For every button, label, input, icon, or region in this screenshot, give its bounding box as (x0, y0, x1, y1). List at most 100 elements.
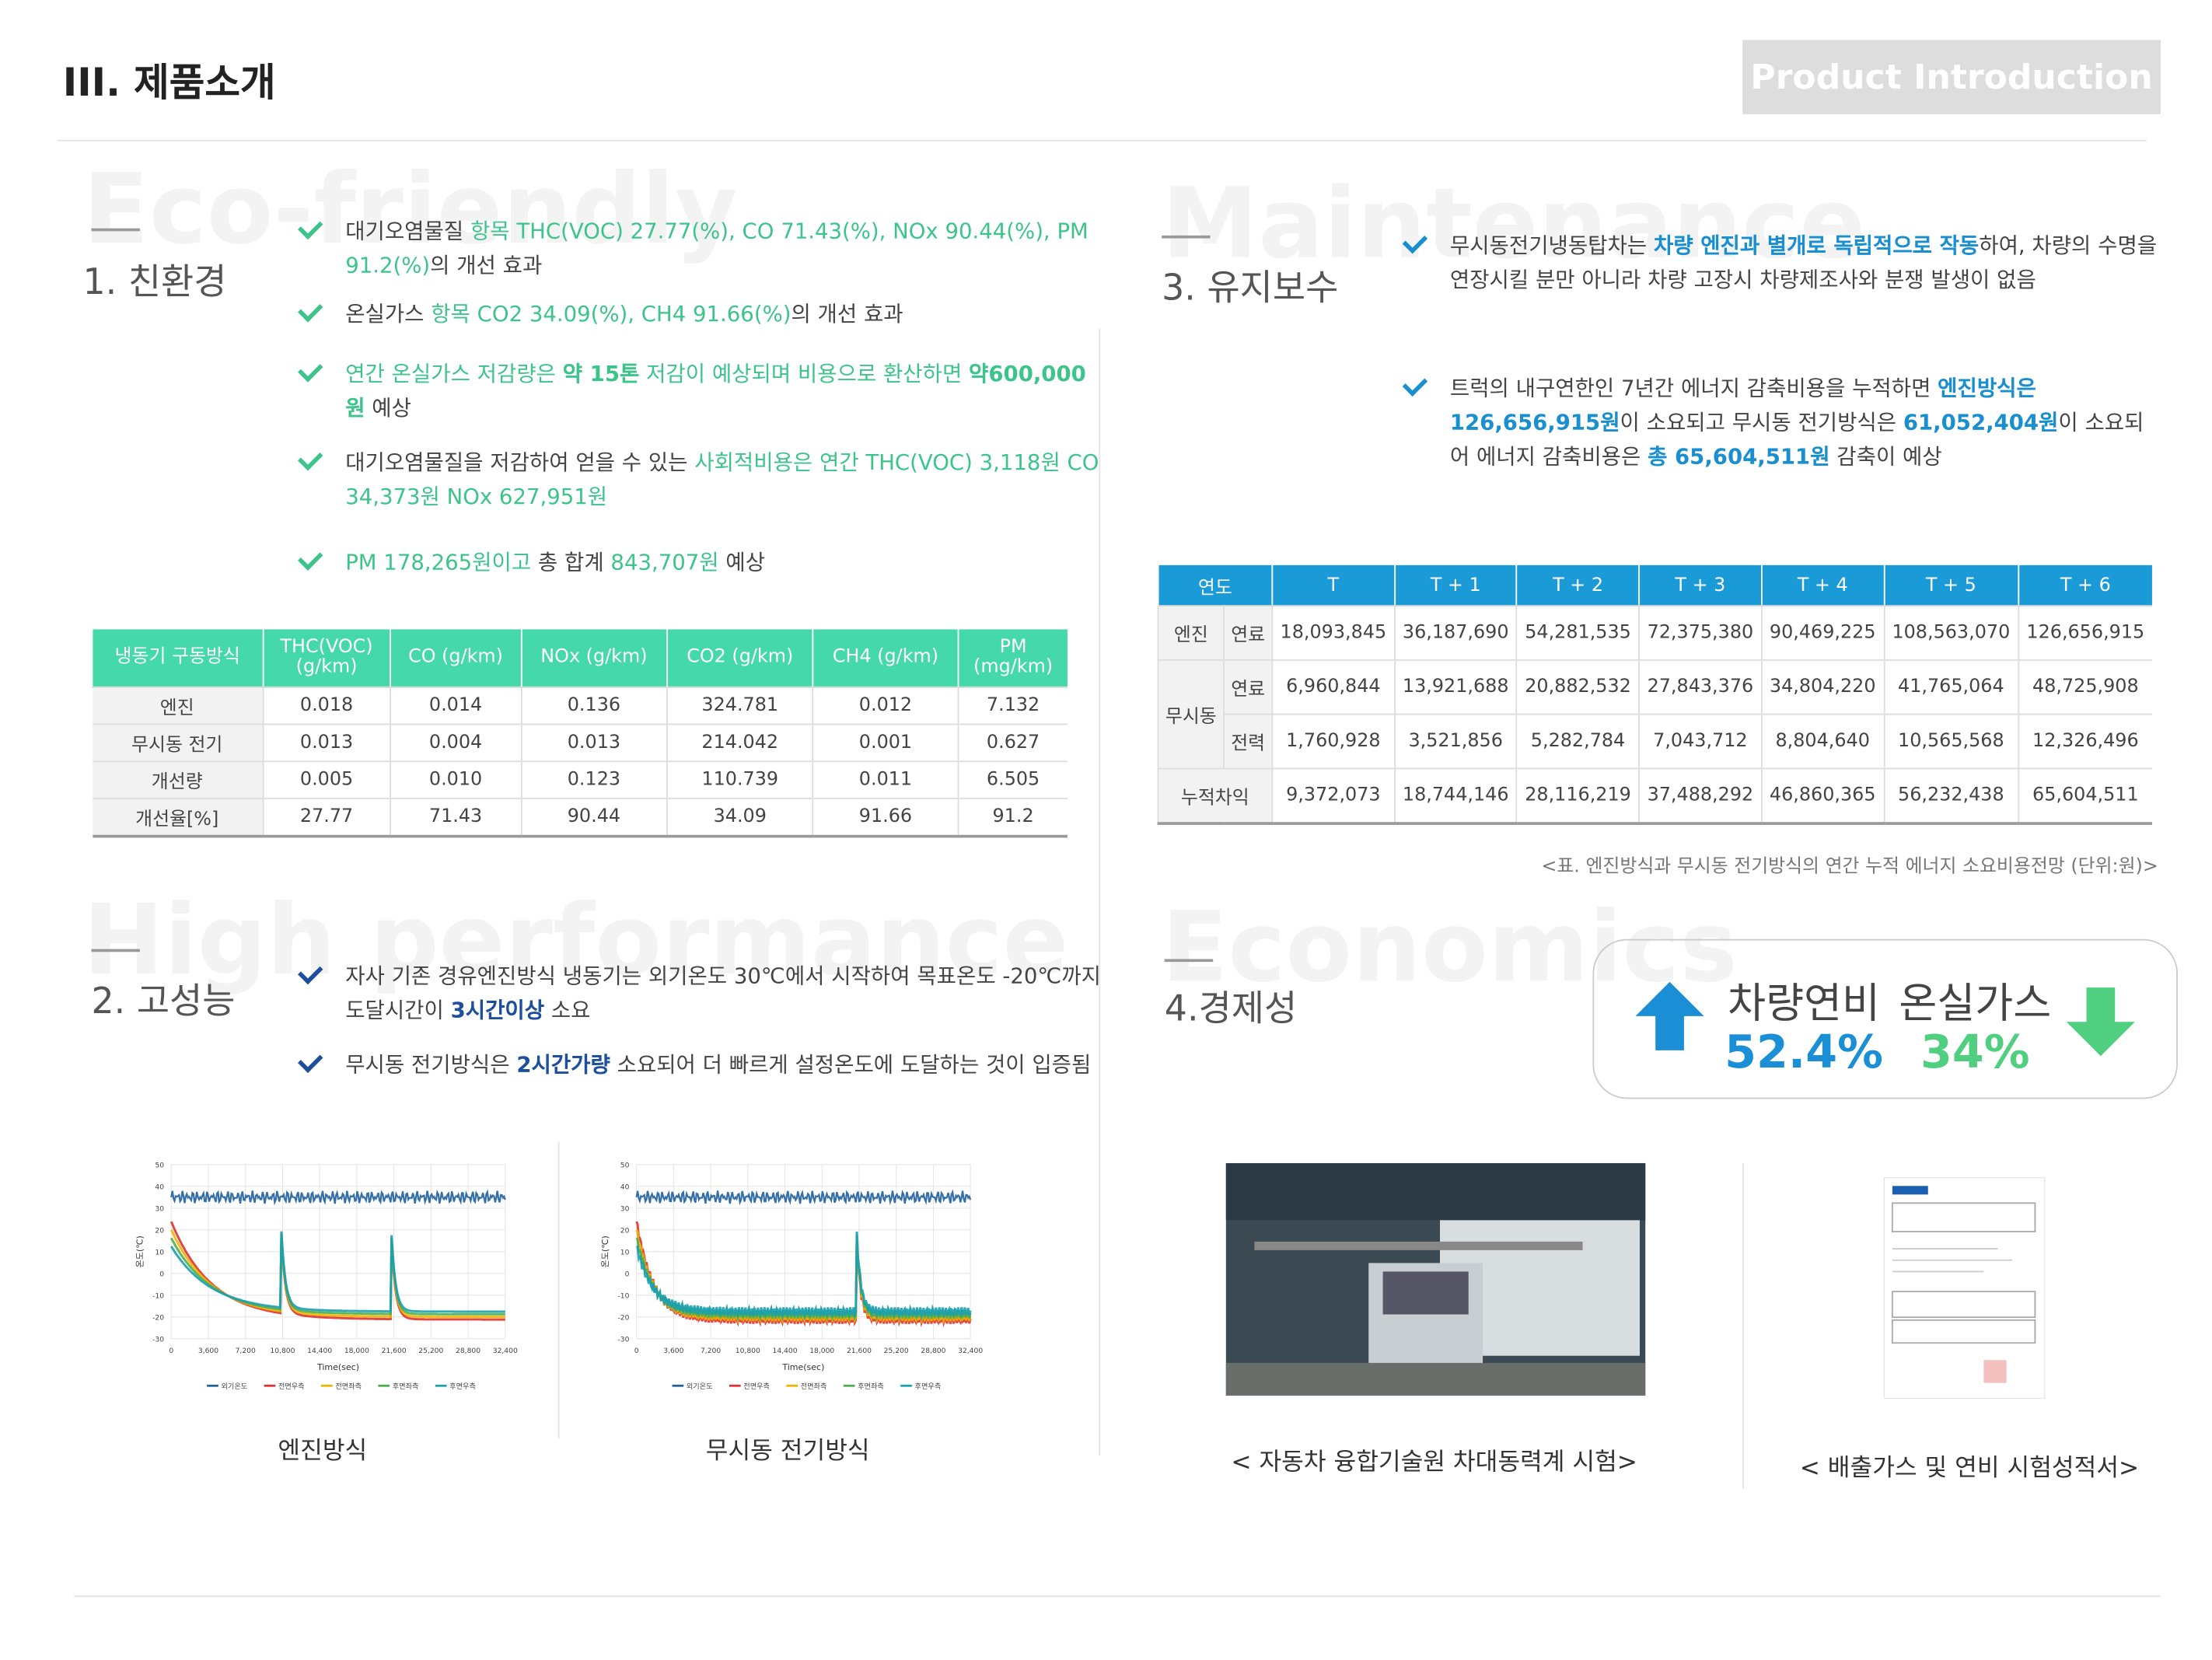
table-cell: 91.2 (957, 798, 1068, 838)
table-row: 개선율[%] 27.77 71.43 90.44 34.09 91.66 91.2 (92, 798, 1068, 838)
bullet: 트럭의 내구연한인 7년간 에너지 감축비용을 누적하면 엔진방식은 126,6… (1402, 371, 2163, 474)
row-sub: 연료 (1223, 606, 1273, 661)
bullet-text: 예상 (365, 395, 411, 421)
bullet-text: 사회적비용은 연간 THC(VOC) 3,118원 CO 34,373원 NOx… (345, 449, 1099, 510)
legend-label: 후면좌측 (858, 1382, 884, 1391)
table-cell: 90.44 (520, 798, 667, 838)
temperature-chart: 50 40 30 20 10 0 -10 -20 -30 0 3,600 7,200 10,800 14,… (600, 1161, 983, 1391)
y-tick-label: -10 (152, 1291, 164, 1300)
table-cell: 0.123 (520, 761, 667, 799)
bg-word: Economics (1162, 892, 1738, 1005)
table-cell: 126,656,915 (2017, 606, 2152, 661)
stat-label: 차량연비 (1728, 979, 1881, 1028)
row-group: 누적차익 (1157, 768, 1273, 825)
bullet-text: 무시동전기냉동탑차는 (1449, 232, 1654, 259)
column-header: T + 1 (1393, 564, 1517, 607)
table-cell: 71.43 (390, 798, 521, 838)
section-title: 2. 고성능 (91, 980, 236, 1022)
bg-word: High performance (82, 885, 1069, 998)
y-axis-title: 온도(℃) (135, 1235, 145, 1267)
legend-label: 후면좌측 (393, 1382, 419, 1391)
bullet-text: 이 소요되고 무시동 전기방식은 (1620, 409, 1903, 435)
table-cell: 65,604,511 (2017, 768, 2152, 825)
dash (1162, 235, 1211, 239)
table-cell: 18,744,146 (1393, 768, 1517, 825)
table-caption: <표. 엔진방식과 무시동 전기방식의 연간 누적 에너지 소요비용전망 (단위… (1541, 856, 2158, 878)
x-axis-title: Time(sec) (316, 1362, 359, 1372)
table-cell: 72,375,380 (1638, 606, 1762, 661)
dash (91, 228, 140, 232)
table-cell: 12,326,496 (2017, 714, 2152, 770)
temperature-chart: 50 40 30 20 10 0 -10 -20 -30 0 3,600 7,200 10,800 14,… (135, 1161, 518, 1391)
table-row: 전력 1,760,928 3,521,856 5,282,784 7,043,712 8,… (1158, 714, 2152, 770)
table-cell: 34,804,220 (1760, 659, 1884, 715)
table-cell: 7.132 (957, 687, 1068, 725)
y-tick-label: -20 (617, 1313, 629, 1322)
dash (1164, 959, 1214, 963)
divider (1742, 1162, 1744, 1489)
divider (74, 1595, 2161, 1597)
check-icon (297, 214, 323, 240)
table-cell: 48,725,908 (2017, 659, 2152, 715)
curve (635, 1231, 972, 1319)
column-header: 냉동기 구동방식 (91, 629, 263, 688)
check-icon (297, 297, 323, 323)
table-cell: 무시동 전기 (92, 724, 263, 763)
y-tick-label: -10 (617, 1291, 629, 1300)
column-header: T + 4 (1760, 564, 1884, 607)
section-title: 4.경제성 (1164, 987, 1298, 1029)
bullet-text: 대기오염물질을 저감하여 얻을 수 있는 (345, 449, 695, 476)
table-cell: 324.781 (666, 687, 813, 725)
bullet: 무시동 전기방식은 2시간가량 소요되어 더 빠르게 설정온도에 도달하는 것이… (297, 1047, 1102, 1082)
curve (170, 1231, 505, 1313)
header-row: 냉동기 구동방식 THC(VOC) (g/km) CO (g/km) NOx (g/k… (91, 629, 1068, 688)
table-cell: 6,960,844 (1271, 659, 1395, 715)
table-cell: 108,563,070 (1882, 606, 2018, 661)
table-cell: 28,116,219 (1515, 768, 1640, 825)
bullet-text: 61,052,404원 (1903, 409, 2059, 435)
y-tick-label: 40 (155, 1183, 164, 1191)
table-cell: 46,860,365 (1760, 768, 1884, 825)
x-tick-label: 28,800 (921, 1347, 945, 1355)
y-tick-label: -30 (617, 1335, 629, 1344)
x-axis-title: Time(sec) (781, 1362, 824, 1372)
bullet-text: 연간 온실가스 저감량은 (345, 361, 563, 387)
table-cell: 90,469,225 (1760, 606, 1884, 661)
legend-label: 전면우측 (743, 1382, 770, 1391)
x-tick-label: 7,200 (236, 1347, 256, 1355)
table-cell: 0.011 (812, 761, 959, 799)
column-header: THC(VOC) (g/km) (262, 629, 391, 688)
table-row: 개선량 0.005 0.010 0.123 110.739 0.011 6.505 (92, 761, 1068, 799)
table-cell: 10,565,568 (1882, 714, 2018, 770)
table-cell: 개선율[%] (92, 798, 263, 838)
x-tick-label: 32,400 (493, 1347, 518, 1355)
column-header: 연도 (1157, 564, 1273, 607)
y-tick-label: 30 (155, 1204, 164, 1213)
bullet-text: 소요되어 더 빠르게 설정온도에 도달하는 것이 입증됨 (610, 1051, 1092, 1078)
bullet-text: 자사 기존 경유엔진방식 냉동기는 외기온도 30℃에서 시작하여 목표온도 -… (345, 963, 1101, 1024)
x-tick-label: 14,400 (773, 1347, 798, 1355)
bullet-text: 대기오염물질 (345, 218, 470, 244)
bullet-text: 온실가스 (345, 301, 432, 327)
table-row: 무시동 전기 0.013 0.004 0.013 214.042 0.001 0.627 (92, 724, 1068, 763)
x-tick-label: 3,600 (663, 1347, 683, 1355)
y-axis-title: 온도(℃) (600, 1235, 610, 1267)
column-header: CO (g/km) (390, 629, 521, 688)
bullet: PM 178,265원이고 총 합계 843,707원 예상 (297, 545, 1102, 579)
y-tick-label: -20 (152, 1313, 164, 1322)
bullet-text: 트럭의 내구연한인 7년간 에너지 감축비용을 누적하면 (1449, 375, 1938, 401)
legend-label: 외기온도 (222, 1382, 248, 1391)
bullet-text: 항목 THC(VOC) 27.77(%), CO 71.43(%), NOx 9… (345, 218, 1089, 278)
column-header: T + 6 (2017, 564, 2152, 607)
divider (57, 139, 2147, 142)
table-cell: 0.018 (262, 687, 391, 725)
table-row: 무시동 연료 6,960,844 13,921,688 20,882,532 27,843… (1157, 659, 2152, 770)
table-cell: 0.013 (520, 724, 667, 763)
y-tick-label: 50 (155, 1161, 164, 1169)
y-tick-label: 30 (620, 1204, 630, 1213)
table-cell: 41,765,064 (1882, 659, 2018, 715)
table-cell: 18,093,845 (1271, 606, 1395, 661)
